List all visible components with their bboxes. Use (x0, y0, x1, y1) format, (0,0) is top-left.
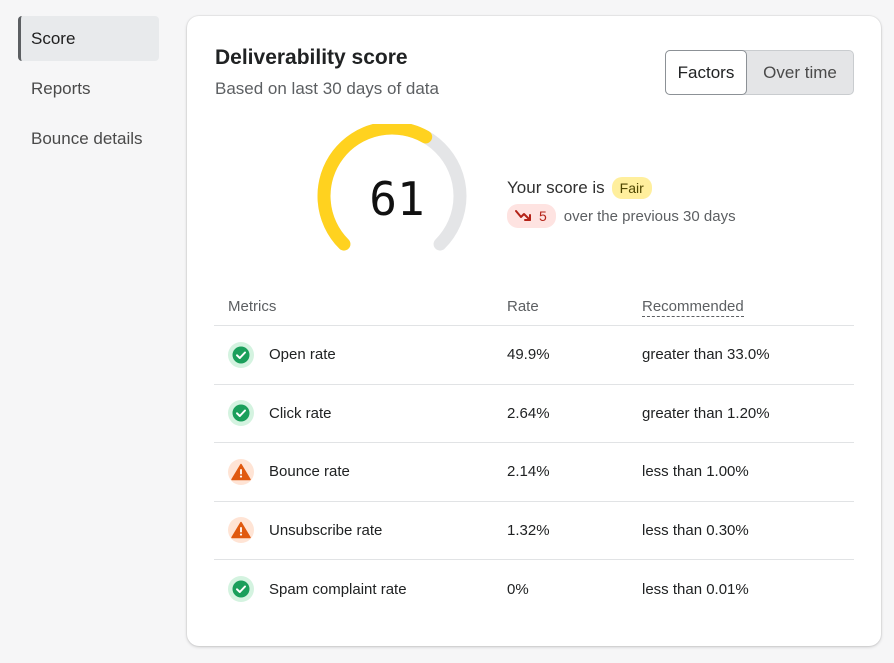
rating-badge: Fair (611, 177, 652, 199)
score-summary: Your score is Fair (507, 177, 652, 199)
rate-cell: 1.32% (507, 521, 550, 539)
sidebar-item-reports[interactable]: Reports (31, 78, 91, 98)
header-recommended[interactable]: Recommended (642, 298, 854, 317)
recommended-tooltip-trigger[interactable]: Recommended (642, 298, 744, 317)
rate-cell: 2.14% (507, 463, 550, 481)
metric-cell: Spam complaint rate (214, 576, 507, 603)
metrics-table: Metrics Rate Recommended Open rate 49.9% g… (214, 288, 854, 619)
recommended-cell: greater than 33.0% (642, 346, 770, 364)
sidebar-nav: Score Reports Bounce details (18, 16, 159, 166)
table-row: Bounce rate 2.14% less than 1.00% (214, 443, 854, 502)
rate-cell: 2.64% (507, 404, 550, 422)
card-title: Deliverability score (215, 46, 408, 69)
metric-name: Bounce rate (269, 463, 350, 481)
table-header: Metrics Rate Recommended (214, 288, 854, 326)
rate-cell: 0% (507, 580, 529, 598)
change-badge: 5 (507, 204, 556, 228)
recommended-cell: less than 0.30% (642, 521, 749, 539)
table-row: Unsubscribe rate 1.32% less than 0.30% (214, 502, 854, 560)
rate-cell: 49.9% (507, 346, 550, 364)
warning-triangle-icon (228, 458, 254, 485)
header-rate: Rate (507, 298, 539, 315)
card-subtitle: Based on last 30 days of data (215, 79, 439, 98)
warning-triangle-icon (228, 517, 254, 544)
metric-name: Open rate (269, 346, 336, 364)
sidebar-item-score[interactable]: Score (18, 16, 159, 61)
table-body: Open rate 49.9% greater than 33.0% Click ra… (214, 326, 854, 619)
score-gauge: 61 (317, 124, 477, 264)
change-value: 5 (539, 208, 547, 224)
recommended-cell: greater than 1.20% (642, 404, 770, 422)
change-text: over the previous 30 days (563, 207, 736, 225)
table-row: Spam complaint rate 0% less than 0.01% (214, 560, 854, 619)
check-circle-icon (228, 576, 254, 603)
recommended-cell: less than 0.01% (642, 580, 749, 598)
metric-cell: Bounce rate (214, 458, 507, 485)
metric-name: Unsubscribe rate (269, 521, 383, 539)
sidebar-item-bounce-details[interactable]: Bounce details (31, 128, 143, 148)
metric-cell: Unsubscribe rate (214, 517, 507, 544)
recommended-cell: less than 1.00% (642, 463, 749, 481)
over-time-button[interactable]: Over time (763, 62, 837, 82)
header-metrics: Metrics (228, 298, 277, 315)
view-toggle: Factors Over time (665, 50, 854, 95)
metric-cell: Open rate (214, 341, 507, 368)
score-label: Your score is (507, 178, 605, 197)
check-circle-icon (228, 400, 254, 427)
deliverability-card: Deliverability score Based on last 30 da… (187, 16, 881, 646)
metric-name: Spam complaint rate (269, 580, 407, 598)
score-change: 5 over the previous 30 days (507, 204, 736, 228)
gauge-arc (317, 124, 467, 251)
table-row: Open rate 49.9% greater than 33.0% (214, 326, 854, 385)
score-value: 61 (369, 172, 425, 226)
table-row: Click rate 2.64% greater than 1.20% (214, 385, 854, 443)
check-circle-icon (228, 341, 254, 368)
metric-name: Click rate (269, 404, 332, 422)
metric-cell: Click rate (214, 400, 507, 427)
trend-down-icon (515, 210, 531, 221)
factors-button[interactable]: Factors (665, 50, 747, 95)
gauge-fill (317, 124, 433, 251)
